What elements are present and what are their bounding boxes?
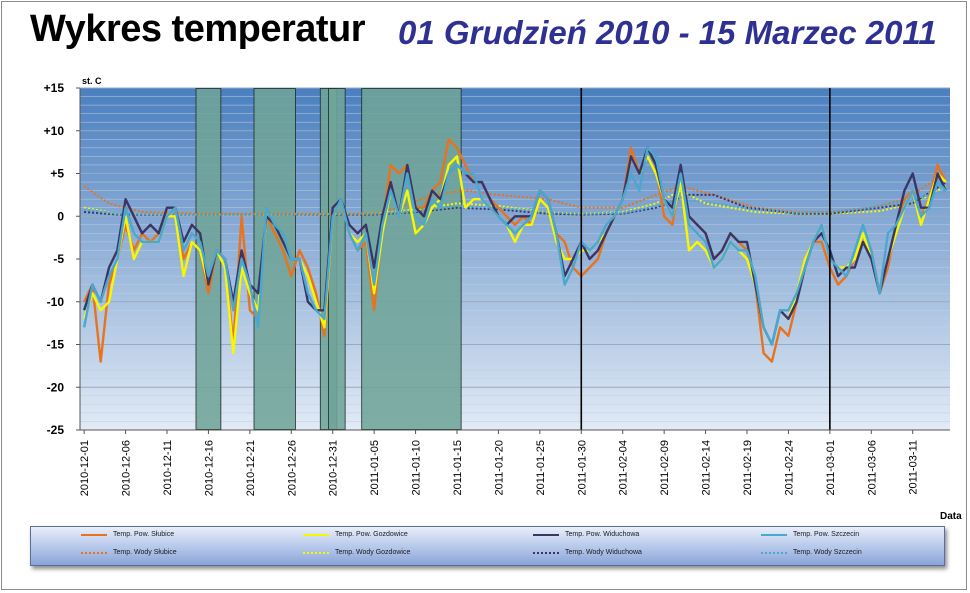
shaded-periods [195, 88, 462, 430]
y-tick-label: 0 [57, 209, 64, 223]
legend-label: Temp. Pow. Widuchowa [565, 531, 640, 538]
legend-swatch [533, 551, 559, 554]
y-tick-label: +10 [44, 124, 65, 138]
legend-label: Temp. Wody Gozdowice [335, 549, 411, 556]
x-axis-label: Data [940, 511, 962, 522]
x-tick-label: 2011-02-04 [618, 440, 630, 495]
y-tick-label: +15 [44, 81, 65, 95]
x-tick-label: 2011-01-10 [411, 440, 423, 495]
legend-label: Temp. Pow. Gozdowice [335, 531, 408, 538]
x-tick-label: 2011-01-05 [369, 440, 381, 495]
x-tick-label: 2011-02-14 [701, 440, 713, 495]
legend-item: Temp. Pow. Szczecin [761, 531, 859, 538]
x-tick-label: 2011-03-11 [908, 440, 920, 495]
x-tick-label: 2011-01-30 [576, 440, 588, 495]
x-tick-label: 2011-01-20 [493, 440, 505, 495]
x-tick-label: 2010-12-06 [121, 440, 133, 496]
x-tick-label: 2011-02-09 [659, 440, 671, 495]
legend-item: Temp. Wody Widuchowa [533, 549, 642, 556]
x-tick-label: 2010-12-26 [286, 440, 298, 496]
shaded-period [328, 88, 346, 430]
chart-title: Wykres temperatur [30, 8, 366, 50]
chart-subtitle: 01 Grudzień 2010 - 15 Marzec 2011 [398, 14, 937, 51]
legend-swatch [761, 551, 787, 554]
x-tick-label: 2011-02-24 [783, 440, 795, 495]
legend-swatch [533, 533, 559, 536]
x-tick-label: 2011-01-25 [535, 440, 547, 495]
y-tick-label: -15 [47, 338, 65, 352]
x-tick-label: 2011-01-15 [452, 440, 464, 495]
y-tick-label: -25 [47, 423, 65, 437]
legend-item: Temp. Pow. Gozdowice [303, 531, 408, 538]
vertical-markers [580, 88, 831, 430]
series-line-1 [82, 155, 947, 355]
legend-item: Temp. Wody Słubice [81, 549, 177, 556]
x-tick-label: 2010-12-01 [79, 440, 91, 496]
x-tick-label: 2010-12-21 [245, 440, 257, 496]
legend-item: Temp. Wody Szczecin [761, 549, 862, 556]
legend-label: Temp. Pow. Szczecin [793, 531, 860, 538]
y-axis-label: st. C [82, 76, 102, 86]
legend-item: Temp. Pow. Słubice [81, 531, 174, 538]
x-tick-label: 2011-02-19 [742, 440, 754, 495]
shaded-period [253, 88, 296, 430]
series-lines [82, 138, 947, 363]
x-tick-label: 2011-03-06 [866, 440, 878, 495]
x-tick-label: 2010-12-16 [203, 440, 215, 496]
series-line-3 [82, 146, 947, 346]
x-tick-label: 2010-12-11 [162, 440, 174, 495]
x-tick-label: 2010-12-31 [328, 440, 340, 496]
axes: +15 +10 +5 0 -5 -10 -15 -20 -25 2010-12-01 2010-12… [44, 81, 950, 496]
legend-label: Temp. Wody Szczecin [793, 549, 862, 556]
y-tick-label: -20 [47, 380, 65, 394]
x-tick-label: 2011-03-01 [825, 440, 837, 495]
legend-item: Temp. Wody Gozdowice [303, 549, 410, 556]
legend-label: Temp. Wody Widuchowa [565, 549, 642, 556]
y-tick-label: +5 [50, 167, 64, 181]
legend-swatch [81, 551, 107, 554]
legend-item: Temp. Pow. Widuchowa [533, 531, 639, 538]
legend-swatch [81, 533, 107, 536]
legend-swatch [303, 551, 329, 554]
legend: Temp. Pow. Słubice Temp. Pow. Gozdowice Te… [30, 526, 945, 566]
legend-swatch [303, 533, 329, 536]
y-tick-label: -10 [47, 295, 65, 309]
y-tick-label: -5 [53, 252, 64, 266]
legend-label: Temp. Wody Słubice [113, 549, 177, 556]
legend-swatch [761, 533, 787, 536]
legend-label: Temp. Pow. Słubice [113, 531, 175, 538]
shaded-period [195, 88, 222, 430]
